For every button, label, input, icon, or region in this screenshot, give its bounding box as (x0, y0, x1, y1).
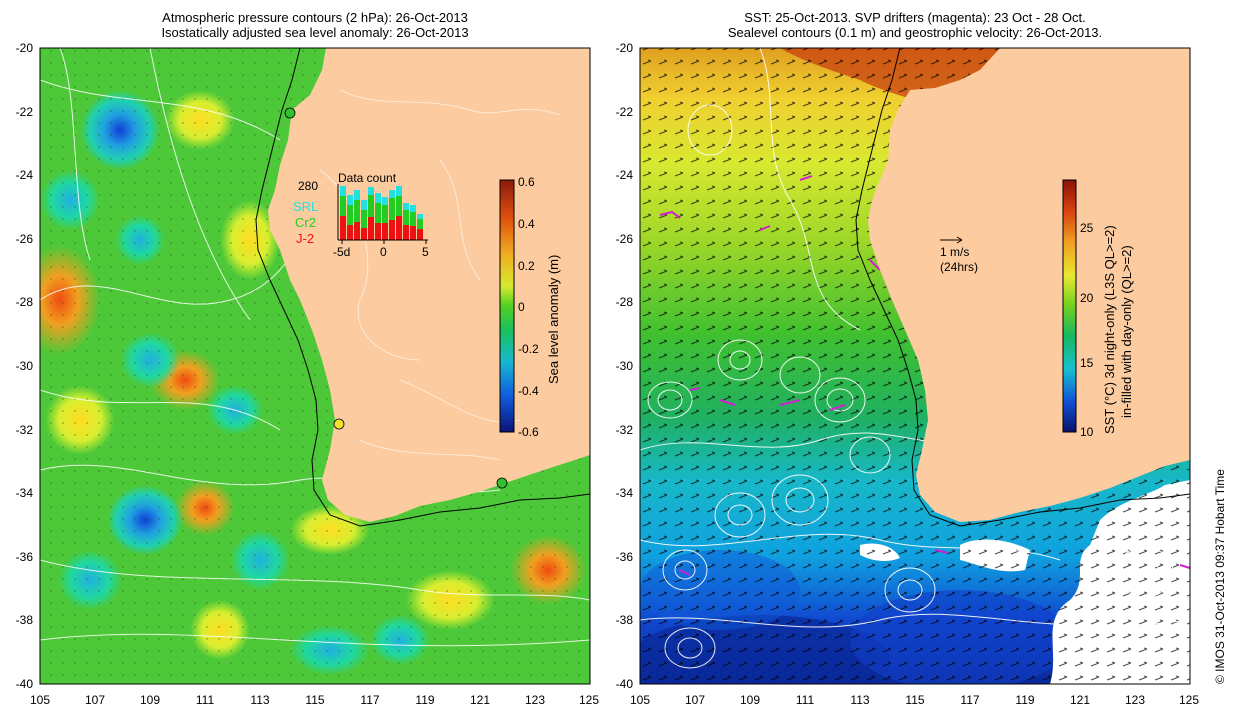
left-y-tick: -38 (16, 613, 34, 627)
right-x-tick: 119 (1015, 693, 1034, 707)
inset-title: Data count (338, 171, 397, 185)
right-y-tick: -36 (616, 550, 634, 564)
sla-colorbar-tick: 0.4 (518, 217, 535, 231)
sst-colorbar-label-line1: SST (°C) 3d night-only (L3S QL>=2) (1102, 225, 1117, 434)
left-map-frame (39, 47, 591, 685)
left-x-tick: 121 (470, 693, 490, 707)
tide-gauge-marker (333, 418, 345, 430)
left-y-tick: -40 (16, 677, 34, 691)
inset-legend-j2: J-2 (296, 231, 314, 246)
left-x-tick: 113 (250, 693, 269, 707)
inset-max-label: 280 (298, 179, 318, 193)
right-y-tick: -26 (616, 232, 634, 246)
left-x-tick: 107 (85, 693, 105, 707)
right-y-axis: -20 -22 -24 -26 -28 -30 -32 -34 -36 -38 … (616, 41, 634, 691)
right-y-tick: -20 (616, 41, 634, 55)
data-count-inset: Data count 280 SRL Cr2 J-2 -5d 0 5 (293, 171, 429, 259)
right-y-tick: -32 (616, 423, 634, 437)
pressure-contours (40, 48, 590, 647)
left-x-tick: 115 (305, 693, 324, 707)
left-y-tick: -32 (16, 423, 34, 437)
left-x-tick: 111 (196, 693, 215, 707)
left-x-tick: 119 (415, 693, 434, 707)
sst-colorbar: 25 20 15 10 SST (°C) 3d night-only (L3S … (1062, 179, 1134, 439)
right-y-tick: -24 (616, 168, 634, 182)
sla-colorbar-tick: 0.6 (518, 175, 535, 189)
left-y-tick: -36 (16, 550, 34, 564)
left-title-line2: Isostatically adjusted sea level anomaly… (161, 25, 469, 40)
right-panel-title: SST: 25-Oct-2013. SVP drifters (magenta)… (640, 10, 1190, 40)
shelf-isobath (255, 48, 590, 527)
right-x-tick: 107 (685, 693, 705, 707)
sst-colorbar-tick: 25 (1080, 221, 1094, 235)
right-x-tick: 105 (630, 693, 650, 707)
sst-colorbar-tick: 10 (1080, 425, 1094, 439)
sla-colorbar: 0.6 0.4 0.2 0 -0.2 -0.4 -0.6 Sea level a… (499, 175, 561, 439)
right-map: 1 m/s (24hrs) (640, 48, 1190, 684)
inset-legend-srl: SRL (293, 199, 318, 214)
right-x-tick: 117 (960, 693, 979, 707)
right-map-frame (639, 47, 1191, 685)
left-y-tick: -30 (16, 359, 34, 373)
sst-colorbar-tick: 15 (1080, 356, 1094, 370)
right-x-tick: 123 (1125, 693, 1145, 707)
right-y-tick: -30 (616, 359, 634, 373)
right-x-axis: 105 107 109 111 113 115 117 119 121 123 … (630, 693, 1199, 707)
left-y-tick: -28 (16, 295, 34, 309)
left-panel-title: Atmospheric pressure contours (2 hPa): 2… (40, 10, 590, 40)
left-y-tick: -24 (16, 168, 34, 182)
imos-credit: © IMOS 31-Oct-2013 09:37 Hobart Time (1213, 469, 1227, 684)
left-y-axis: -20 -22 -24 -26 -28 -30 -32 -34 -36 -38 … (16, 41, 34, 691)
right-y-tick: -40 (616, 677, 634, 691)
right-x-tick: 109 (740, 693, 760, 707)
left-x-tick: 123 (525, 693, 545, 707)
sla-colorbar-tick: -0.2 (518, 342, 539, 356)
left-x-tick: 105 (30, 693, 50, 707)
velocity-scale-sublabel: (24hrs) (940, 260, 978, 274)
right-x-tick: 115 (905, 693, 924, 707)
sla-colorbar-label: Sea level anomaly (m) (546, 255, 561, 384)
inset-tick: 5 (422, 245, 429, 259)
inset-legend-cr2: Cr2 (295, 215, 316, 230)
right-y-tick: -34 (616, 486, 634, 500)
left-y-tick: -20 (16, 41, 34, 55)
sla-colorbar-tick: 0 (518, 300, 525, 314)
left-x-axis: 105 107 109 111 113 115 117 119 121 123 … (30, 693, 599, 707)
left-x-tick: 117 (360, 693, 379, 707)
velocity-scale: 1 m/s (24hrs) (940, 236, 978, 274)
sla-colorbar-tick: -0.6 (518, 425, 539, 439)
svp-drifter-tracks (659, 175, 1190, 576)
tide-gauge-marker (496, 477, 508, 489)
sst-colorbar-tick: 20 (1080, 291, 1094, 305)
right-x-tick: 111 (796, 693, 815, 707)
sla-colorbar-tick: 0.2 (518, 259, 535, 273)
left-y-tick: -34 (16, 486, 34, 500)
sla-colorbar-tick: -0.4 (518, 384, 539, 398)
right-x-tick: 121 (1070, 693, 1090, 707)
left-y-tick: -26 (16, 232, 34, 246)
right-title-line2: Sealevel contours (0.1 m) and geostrophi… (727, 25, 1103, 40)
right-title-line1: SST: 25-Oct-2013. SVP drifters (magenta)… (744, 10, 1086, 25)
right-y-tick: -38 (616, 613, 634, 627)
sst-colorbar-label-line2: in-filled with day-only (QL>=2) (1119, 245, 1134, 418)
right-y-tick: -28 (616, 295, 634, 309)
right-x-tick: 125 (1179, 693, 1199, 707)
shelf-isobath (855, 48, 1190, 527)
australia-land (868, 48, 1190, 522)
left-y-tick: -22 (16, 105, 34, 119)
left-x-tick: 125 (579, 693, 599, 707)
sealevel-contours (640, 48, 1190, 669)
right-y-tick: -22 (616, 105, 634, 119)
right-x-tick: 113 (850, 693, 869, 707)
inset-tick: 0 (380, 245, 387, 259)
left-title-line1: Atmospheric pressure contours (2 hPa): 2… (162, 10, 468, 25)
left-x-tick: 109 (140, 693, 160, 707)
velocity-scale-label: 1 m/s (940, 245, 969, 259)
inset-tick: -5d (333, 245, 350, 259)
tide-gauge-marker (284, 107, 296, 119)
